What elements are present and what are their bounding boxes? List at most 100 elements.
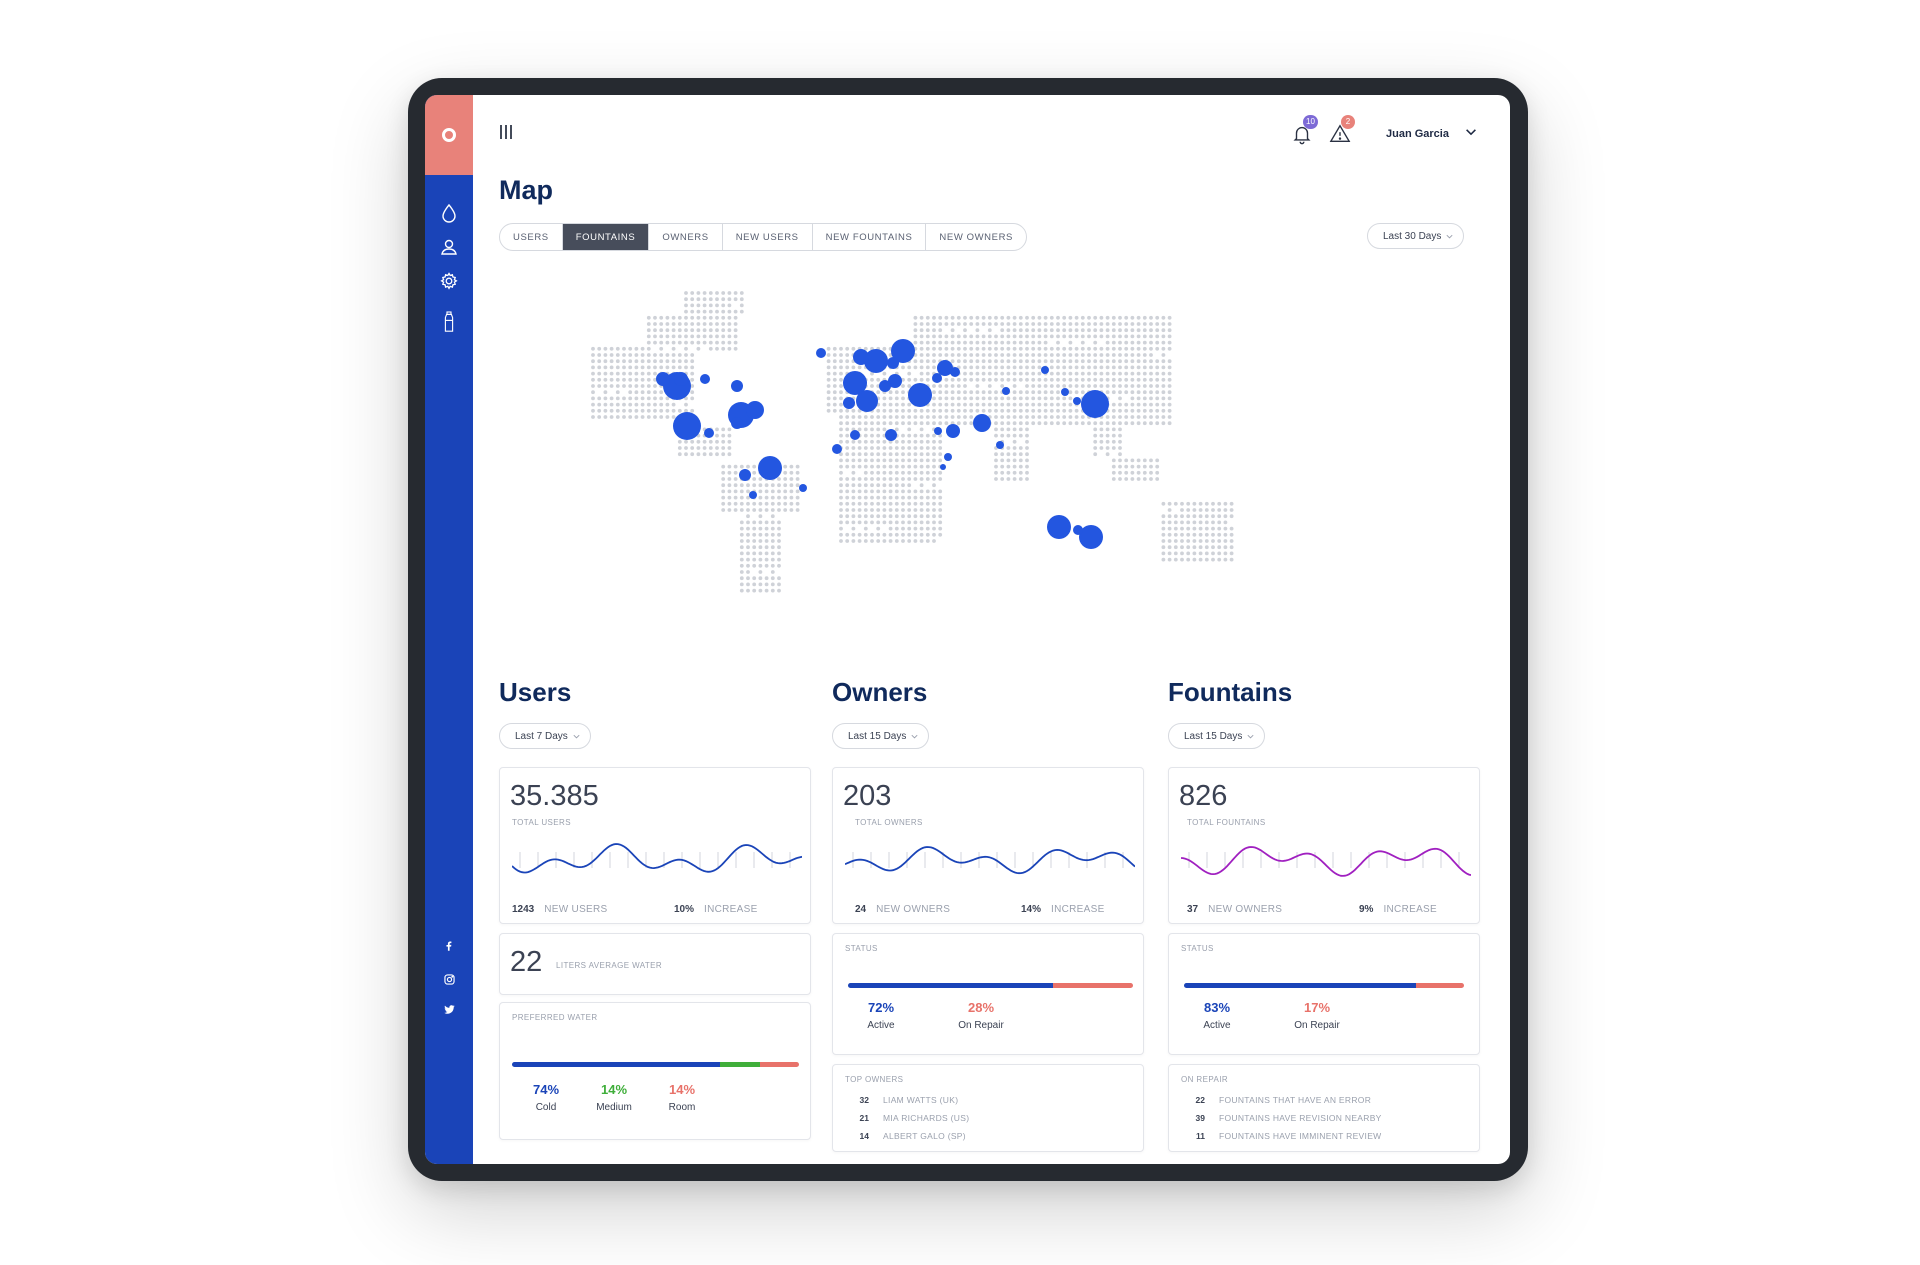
map-marker[interactable] xyxy=(816,348,826,358)
map-marker[interactable] xyxy=(1079,525,1103,549)
map-dot xyxy=(739,526,744,531)
tab-new-owners[interactable]: NEW OWNERS xyxy=(939,231,1013,243)
map-dot xyxy=(925,408,930,413)
app-logo[interactable] xyxy=(425,95,473,175)
map-dot xyxy=(1018,396,1023,401)
map-marker[interactable] xyxy=(758,456,782,480)
tab-owners[interactable]: OWNERS xyxy=(649,224,723,250)
user-icon[interactable] xyxy=(437,235,461,259)
map-marker[interactable] xyxy=(1073,525,1083,535)
chevron-down-icon[interactable] xyxy=(1464,125,1480,141)
map-dot xyxy=(913,526,918,531)
map-dot xyxy=(764,576,769,581)
map-marker[interactable] xyxy=(940,464,946,470)
twitter-icon[interactable] xyxy=(439,999,459,1019)
map-dot xyxy=(882,520,887,525)
map-dot xyxy=(901,439,905,444)
map-dot xyxy=(863,508,868,512)
map-dot xyxy=(752,545,757,550)
map-dot xyxy=(727,464,732,469)
user-name[interactable]: Juan Garcia xyxy=(1386,128,1449,140)
map-dot xyxy=(1161,539,1166,543)
gear-icon[interactable] xyxy=(437,269,461,293)
map-dot xyxy=(994,458,998,463)
list-item: 21 MIA RICHARDS (US) xyxy=(849,1113,969,1123)
map-marker[interactable] xyxy=(700,374,710,384)
tab-users[interactable]: USERS xyxy=(500,224,563,250)
map-marker[interactable] xyxy=(996,441,1004,449)
map-marker[interactable] xyxy=(932,373,942,383)
map-marker[interactable] xyxy=(799,484,807,492)
map-dot xyxy=(591,396,595,401)
map-dot xyxy=(1136,421,1141,426)
tab-fountains[interactable]: FOUNTAINS xyxy=(562,224,650,250)
alert-icon[interactable]: 2 xyxy=(1329,115,1355,147)
map-marker[interactable] xyxy=(946,424,960,438)
owners-range-select[interactable]: Last 15 Days xyxy=(832,723,930,749)
map-dot xyxy=(950,415,955,419)
map-marker[interactable] xyxy=(864,349,888,373)
facebook-icon[interactable] xyxy=(439,936,459,956)
map-dot xyxy=(975,322,980,326)
map-marker[interactable] xyxy=(656,372,670,386)
map-dot xyxy=(919,328,924,333)
map-marker[interactable] xyxy=(704,428,714,438)
map-marker[interactable] xyxy=(749,491,757,499)
map-marker[interactable] xyxy=(908,383,932,407)
map-marker[interactable] xyxy=(853,349,869,365)
map-dot xyxy=(938,452,943,457)
map-marker[interactable] xyxy=(731,417,743,429)
map-dot xyxy=(1180,514,1184,519)
map-marker[interactable] xyxy=(673,412,701,440)
map-marker[interactable] xyxy=(879,380,891,392)
map-marker[interactable] xyxy=(731,380,743,392)
map-marker[interactable] xyxy=(888,374,902,388)
map-dot xyxy=(956,334,961,339)
bottle-icon[interactable] xyxy=(437,307,461,337)
stat-label-cold: Cold xyxy=(535,1102,557,1113)
range-select[interactable]: Last 30 Days xyxy=(1367,223,1465,249)
instagram-icon[interactable] xyxy=(439,969,459,989)
bell-icon[interactable]: 10 xyxy=(1291,115,1318,147)
map-marker[interactable] xyxy=(937,360,953,376)
fountains-range-select[interactable]: Last 15 Days xyxy=(1168,723,1266,749)
map-marker[interactable] xyxy=(746,401,764,419)
map-marker[interactable] xyxy=(885,429,897,441)
map-dot xyxy=(1173,545,1178,550)
map-dot xyxy=(1130,402,1135,407)
drop-icon[interactable] xyxy=(437,201,461,225)
map-marker[interactable] xyxy=(944,453,952,461)
map-marker[interactable] xyxy=(1041,366,1049,374)
map-dot xyxy=(1167,390,1172,395)
map-dot xyxy=(764,520,769,525)
map-marker[interactable] xyxy=(934,427,942,435)
users-range-select[interactable]: Last 7 Days xyxy=(499,723,591,749)
map-marker[interactable] xyxy=(950,367,960,377)
world-map[interactable] xyxy=(473,275,1510,605)
map-marker[interactable] xyxy=(1047,515,1071,539)
map-dot xyxy=(739,291,744,295)
map-marker[interactable] xyxy=(1002,387,1010,395)
map-marker[interactable] xyxy=(850,430,860,440)
map-marker[interactable] xyxy=(832,444,842,454)
tab-new-users[interactable]: NEW USERS xyxy=(723,224,813,250)
map-dot xyxy=(1012,433,1017,438)
menu-icon[interactable] xyxy=(500,125,516,141)
map-marker[interactable] xyxy=(1073,397,1081,405)
map-marker[interactable] xyxy=(674,372,688,386)
map-dot xyxy=(876,433,881,438)
map-marker[interactable] xyxy=(973,414,991,432)
map-dot xyxy=(690,384,695,388)
tab-new-fountains[interactable]: NEW FOUNTAINS xyxy=(813,224,927,250)
map-marker[interactable] xyxy=(891,339,915,363)
map-marker[interactable] xyxy=(887,357,899,369)
map-dot xyxy=(888,508,893,512)
map-marker[interactable] xyxy=(843,371,867,395)
map-marker[interactable] xyxy=(843,397,855,409)
map-marker[interactable] xyxy=(856,390,878,412)
map-marker[interactable] xyxy=(1061,388,1069,396)
map-dot xyxy=(1142,340,1147,345)
map-marker[interactable] xyxy=(739,469,751,481)
users-total-value: 35.385 xyxy=(510,780,599,812)
map-marker[interactable] xyxy=(1081,390,1109,418)
